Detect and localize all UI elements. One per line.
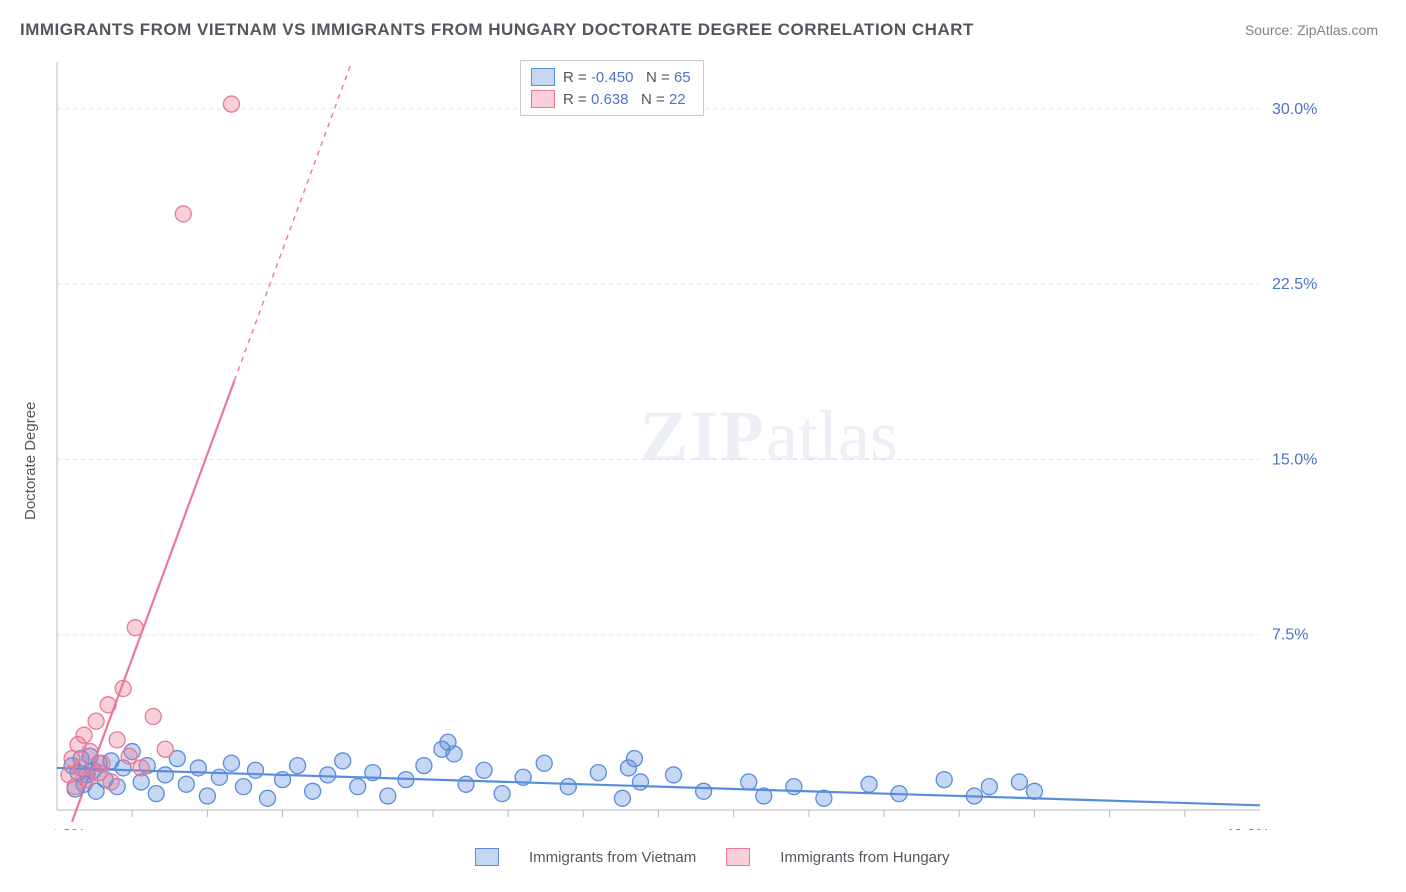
series-legend: Immigrants from Vietnam Immigrants from … [475, 848, 950, 866]
plot-area: 7.5% 15.0% 22.5% 30.0% 0.0% 40.0% [55, 60, 1330, 830]
svg-text:30.0%: 30.0% [1272, 101, 1317, 118]
svg-text:40.0%: 40.0% [1225, 827, 1270, 830]
vietnam-swatch [475, 848, 499, 866]
vietnam-legend-label: Immigrants from Vietnam [529, 849, 696, 866]
hungary-swatch [726, 848, 750, 866]
legend-swatch [531, 90, 555, 108]
chart-title: IMMIGRANTS FROM VIETNAM VS IMMIGRANTS FR… [20, 20, 974, 40]
stats-legend-row: R = -0.450 N = 65 [531, 66, 691, 88]
y-axis-label: Doctorate Degree [22, 402, 39, 520]
svg-text:22.5%: 22.5% [1272, 276, 1317, 293]
chart-svg: 7.5% 15.0% 22.5% 30.0% 0.0% 40.0% [55, 60, 1330, 830]
legend-stat-text: R = -0.450 N = 65 [563, 69, 691, 86]
hungary-legend-label: Immigrants from Hungary [780, 849, 949, 866]
svg-text:7.5%: 7.5% [1272, 627, 1308, 644]
legend-swatch [531, 68, 555, 86]
stats-legend-row: R = 0.638 N = 22 [531, 88, 691, 110]
legend-stat-text: R = 0.638 N = 22 [563, 91, 686, 108]
stats-legend: R = -0.450 N = 65 R = 0.638 N = 22 [520, 60, 704, 116]
svg-text:0.0%: 0.0% [55, 827, 85, 830]
source-attribution: Source: ZipAtlas.com [1245, 22, 1378, 38]
svg-text:15.0%: 15.0% [1272, 451, 1317, 468]
